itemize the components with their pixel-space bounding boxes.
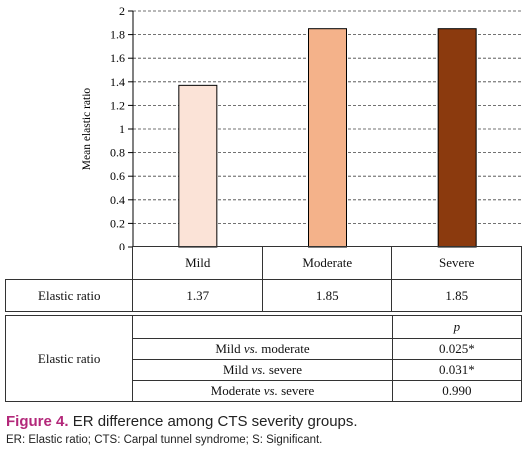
y-tick-label: 2	[119, 4, 125, 18]
pvalue-table: Elastic ratio p Mild vs. moderate 0.025*…	[4, 315, 523, 402]
bar-mild	[178, 84, 218, 248]
column-header-severe: Severe	[391, 246, 522, 280]
y-axis-label: Mean elastic ratio	[81, 88, 93, 171]
value-mild: 1.37	[132, 279, 263, 312]
p-value: 0.025*	[391, 338, 523, 360]
bar-moderate	[308, 28, 347, 248]
value-moderate: 1.85	[261, 279, 393, 312]
bar-severe	[437, 28, 477, 248]
p-value: 0.990	[391, 380, 523, 402]
value-severe: 1.85	[391, 279, 522, 312]
row-label-elastic-ratio: Elastic ratio	[4, 279, 134, 312]
y-tick-label: 0.8	[110, 146, 125, 160]
column-header-moderate: Moderate	[261, 246, 393, 280]
caption-text: ER difference among CTS severity groups.	[72, 413, 358, 430]
y-tick-labels: 0 0.2 0.4 0.6 0.8 1 1.2 1.4 1.6 1.8 2	[110, 4, 133, 250]
column-header-mild: Mild	[132, 246, 263, 280]
y-tick-label: 1.8	[110, 28, 125, 42]
p-value: 0.031*	[391, 359, 523, 381]
bars	[178, 28, 477, 248]
comparison-moderate-severe: Moderate vs. severe	[132, 380, 393, 402]
comparison-mild-severe: Mild vs. severe	[132, 359, 393, 381]
figure-caption: Figure 4. ER difference among CTS severi…	[6, 413, 358, 430]
p-header: p	[391, 315, 523, 339]
comparison-mild-moderate: Mild vs. moderate	[132, 338, 393, 360]
y-tick-label: 0.2	[110, 216, 125, 230]
bar-chart: 0 0.2 0.4 0.6 0.8 1 1.2 1.4 1.6 1.8 2 Mean elastic…	[81, 4, 522, 250]
pvalue-row-label: Elastic ratio	[4, 315, 134, 402]
y-tick-label: 1	[119, 122, 125, 136]
y-tick-label: 1.6	[110, 51, 125, 65]
footnote: ER: Elastic ratio; CTS: Carpal tunnel sy…	[6, 434, 323, 446]
y-tick-label: 1.4	[110, 75, 125, 89]
empty-cell	[5, 246, 134, 280]
empty-cell	[132, 315, 393, 339]
y-tick-label: 0.6	[110, 169, 125, 183]
y-tick-label: 0.4	[110, 193, 125, 207]
y-tick-label: 1.2	[110, 98, 125, 112]
y-tick-label: 0	[119, 240, 125, 250]
figure-label: Figure 4.	[6, 413, 69, 430]
values-table: Mild Moderate Severe Elastic ratio 1.37 …	[4, 246, 522, 312]
